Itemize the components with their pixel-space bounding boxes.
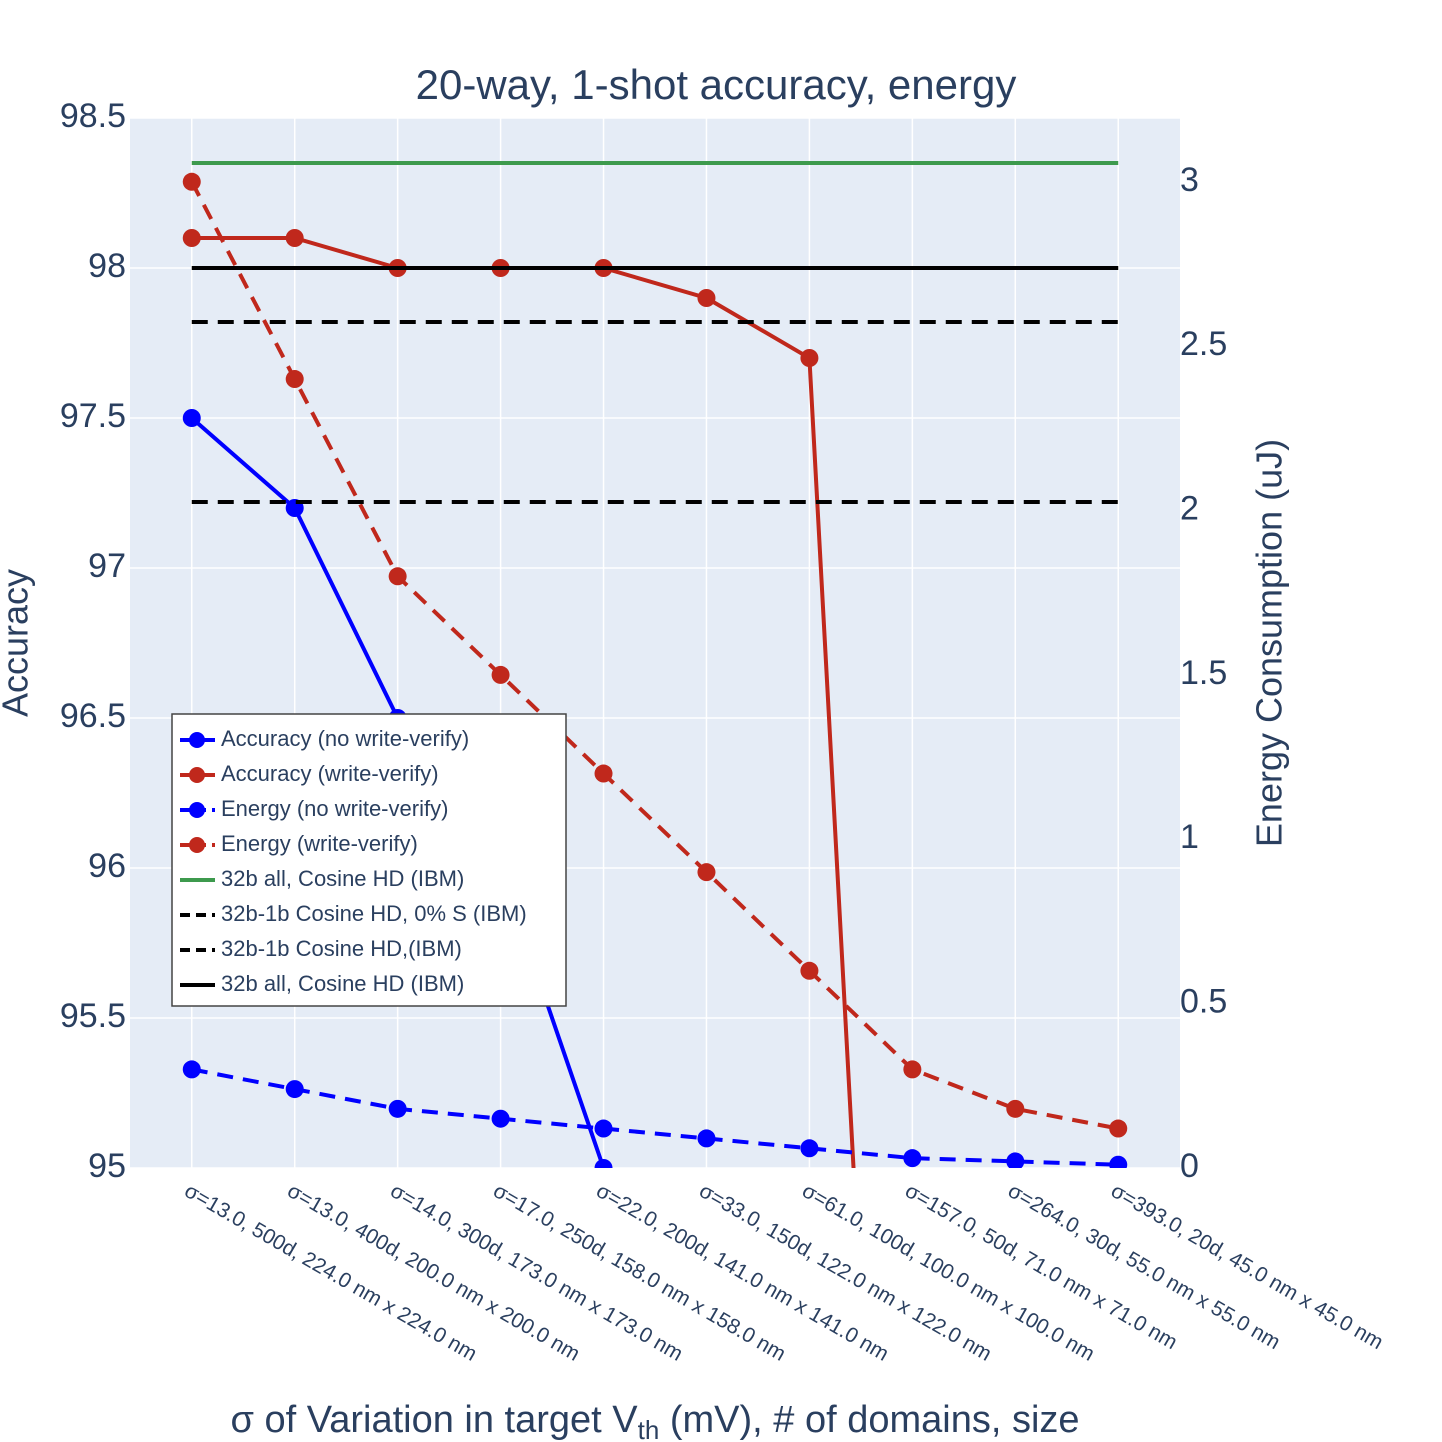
- legend-label: Energy (no write-verify): [221, 796, 448, 821]
- series-marker: [182, 409, 201, 427]
- y-tick-label: 96: [88, 847, 126, 885]
- x-axis-title-part: (mV), # of domains, size: [659, 1399, 1079, 1441]
- grid: [130, 117, 1180, 1169]
- y-tick-label: 95.5: [60, 997, 126, 1035]
- legend-label: 32b-1b Cosine HD,(IBM): [221, 936, 462, 961]
- series-marker: [388, 567, 407, 586]
- y2-tick-label: 2.5: [1180, 325, 1227, 363]
- y2-axis-title: Energy Consumption (uJ): [1249, 439, 1290, 847]
- series-marker: [1006, 1099, 1025, 1118]
- legend-marker: [189, 802, 205, 818]
- chart-title: 20-way, 1-shot accuracy, energy: [416, 61, 1017, 108]
- y2-tick-label: 1: [1180, 818, 1199, 856]
- y-tick-label: 97: [88, 547, 126, 585]
- y-tick-label: 97.5: [60, 397, 126, 435]
- legend: Accuracy (no write-verify) Accuracy (writ…: [171, 713, 567, 1007]
- y-tick-label: 95: [88, 1147, 126, 1185]
- x-axis-title: σ of Variation in target Vth (mV), # of …: [230, 1399, 1079, 1442]
- series-marker: [491, 665, 510, 684]
- series-marker: [1006, 1152, 1025, 1168]
- legend-label: Energy (write-verify): [221, 831, 418, 856]
- series-marker: [800, 1139, 819, 1158]
- series-marker: [594, 764, 613, 783]
- legend-label: 32b all, Cosine HD (IBM): [221, 866, 464, 891]
- series-marker: [903, 1060, 922, 1079]
- legend-label: Accuracy (no write-verify): [221, 726, 469, 751]
- series-marker: [1109, 1119, 1128, 1138]
- series-marker: [697, 863, 716, 882]
- x-axis-title-part: σ of Variation in target V: [230, 1399, 638, 1441]
- x-axis-title-sub: th: [638, 1415, 660, 1442]
- legend-marker: [189, 732, 205, 748]
- plot-area: [130, 118, 1180, 1168]
- legend-label: 32b-1b Cosine HD, 0% S (IBM): [221, 901, 527, 926]
- y2-tick-label: 0.5: [1180, 983, 1227, 1021]
- series-marker: [903, 1149, 922, 1168]
- legend-marker: [189, 837, 205, 853]
- series-marker: [594, 1159, 613, 1168]
- y2-tick-label: 0: [1180, 1147, 1199, 1185]
- series-marker: [697, 289, 716, 307]
- series-marker: [800, 961, 819, 980]
- series-marker: [182, 1060, 201, 1079]
- series-marker: [285, 229, 304, 247]
- legend-label: Accuracy (write-verify): [221, 761, 439, 786]
- y-tick-label: 98.5: [60, 97, 126, 135]
- series-line: [191, 1067, 1119, 1167]
- series-marker: [285, 370, 304, 389]
- legend-label: 32b all, Cosine HD (IBM): [221, 971, 464, 996]
- series-marker: [182, 229, 201, 247]
- y-tick-label: 98: [88, 247, 126, 285]
- legend-box: [171, 713, 567, 1007]
- series-marker: [285, 1080, 304, 1099]
- legend-marker: [189, 767, 205, 783]
- y2-tick-label: 1.5: [1180, 654, 1227, 692]
- series-marker: [182, 172, 201, 191]
- series-marker: [697, 1129, 716, 1148]
- series-marker: [1109, 1155, 1128, 1168]
- series-marker: [594, 1119, 613, 1138]
- series-marker: [388, 1099, 407, 1118]
- y-tick-label: 96.5: [60, 697, 126, 735]
- series-marker: [491, 1109, 510, 1128]
- series-marker: [800, 349, 819, 367]
- y2-tick-label: 2: [1180, 490, 1199, 528]
- y-axis-title: Accuracy: [0, 569, 36, 717]
- y2-tick-label: 3: [1180, 161, 1199, 199]
